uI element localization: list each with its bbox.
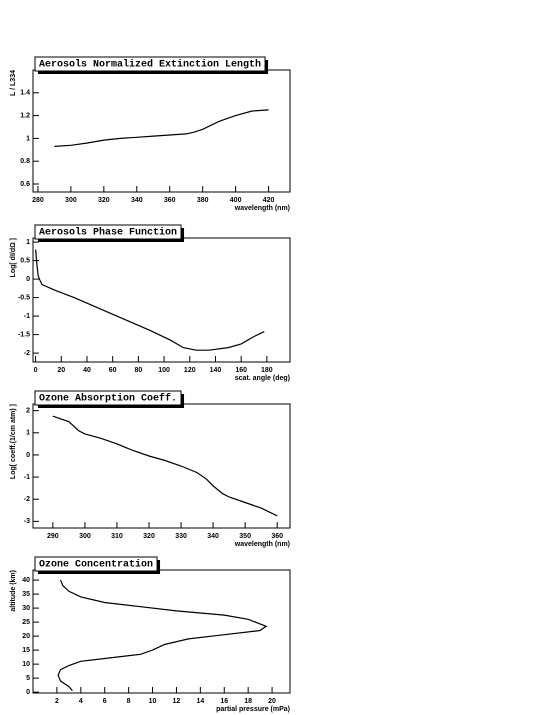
x-axis-label: partial pressure (mPa) [216,706,290,713]
x-tick-label: 120 [184,367,196,374]
y-tick-label: 0.8 [20,158,30,165]
y-tick-label: 40 [22,577,30,584]
data-line [57,579,268,692]
title-box [34,556,158,572]
x-tick-label: 350 [239,533,251,540]
y-tick-label: -0.5 [18,294,30,301]
x-tick-label: 320 [98,197,110,204]
y-tick-label: 1.4 [20,90,30,97]
y-tick-label: -1 [24,313,30,320]
plot: 0 20 40 60 80 100 120 140 160 180 -2 -1.5 -1 -0.5 0 0.5… [10,224,291,382]
y-tick-label: 1 [26,430,30,437]
x-tick-label: 400 [230,197,242,204]
plot: 2 4 6 8 10 12 14 16 18 20 0 5 10 15 20 25 30 35 40 partial … [10,556,291,713]
x-tick-label: 60 [109,367,117,374]
x-tick-label: 160 [235,367,247,374]
x-tick-label: 100 [158,367,170,374]
x-tick-label: 360 [271,533,283,540]
y-tick-label: 1 [26,135,30,142]
y-tick-label: -1.5 [18,331,30,338]
x-tick-label: 360 [164,197,176,204]
y-axis-label: altitude (km) [10,570,17,612]
x-tick-label: 40 [83,367,91,374]
y-axis-label: Log[ coeff.(1/cm atm) ] [10,404,17,479]
y-tick-label: 10 [22,661,30,668]
frame [32,569,291,694]
x-tick-label: 80 [134,367,142,374]
x-tick-label: 420 [263,197,275,204]
x-tick-label: 330 [175,533,187,540]
y-tick-label: 1 [26,239,30,246]
y-tick-label: -1 [24,474,30,481]
x-tick-label: 6 [103,698,107,705]
y-tick-label: 35 [22,591,30,598]
x-tick-label: 280 [32,197,44,204]
frame [32,69,291,193]
chart-title: Ozone Concentration [39,559,153,571]
y-tick-label: -2 [24,496,30,503]
y-tick-label: 0.5 [20,257,30,264]
y-tick-label: 0.6 [20,181,30,188]
plot: 290 300 310 320 330 340 350 360 -3 -2 -1 0 1 2 wavelen… [10,390,291,548]
y-tick-label: -3 [24,518,30,525]
chart-title: Aerosols Normalized Extinction Length [39,59,261,71]
x-tick-label: 20 [57,367,65,374]
plot: 280 300 320 340 360 380 400 420 0.6 0.8 1 1.2 1.4 wav… [10,56,291,212]
frame [32,403,291,529]
data-line [35,249,265,351]
y-tick-label: 25 [22,619,30,626]
data-line [54,109,269,147]
x-axis-label: wavelength (nm) [234,541,290,548]
x-tick-label: 140 [210,367,222,374]
x-tick-label: 12 [173,698,181,705]
title-box [34,56,266,72]
y-tick-label: 1.2 [20,112,30,119]
x-tick-label: 8 [127,698,131,705]
y-tick-label: 0 [26,689,30,696]
y-tick-label: 5 [26,675,30,682]
x-tick-label: 0 [34,367,38,374]
y-axis-label: L / L334 [10,70,17,96]
x-tick-label: 310 [111,533,123,540]
x-tick-label: 180 [261,367,273,374]
chart-title: Aerosols Phase Function [39,227,177,239]
y-tick-label: 0 [26,276,30,283]
x-tick-label: 340 [207,533,219,540]
y-tick-label: 0 [26,452,30,459]
x-tick-label: 320 [143,533,155,540]
y-tick-label: -2 [24,350,30,357]
y-tick-label: 20 [22,633,30,640]
y-axis-label: Log[ dI/dΩ ] [10,238,17,277]
data-line [52,415,278,517]
x-axis-label: wavelength (nm) [234,205,290,212]
x-tick-label: 18 [244,698,252,705]
x-tick-label: 16 [220,698,228,705]
x-tick-label: 10 [149,698,157,705]
title-box [34,390,182,406]
x-tick-label: 20 [268,698,276,705]
x-tick-label: 4 [79,698,83,705]
x-tick-label: 300 [65,197,77,204]
x-tick-label: 380 [197,197,209,204]
x-axis-label: scat. angle (deg) [235,375,290,382]
title-box [34,224,182,240]
x-tick-label: 2 [55,698,59,705]
y-tick-label: 2 [26,407,30,414]
x-tick-label: 290 [47,533,59,540]
y-tick-label: 15 [22,647,30,654]
x-tick-label: 340 [131,197,143,204]
frame [32,237,291,363]
y-tick-label: 30 [22,605,30,612]
chart-title: Ozone Absorption Coeff. [39,393,177,405]
x-tick-label: 14 [196,698,204,705]
x-tick-label: 300 [79,533,91,540]
